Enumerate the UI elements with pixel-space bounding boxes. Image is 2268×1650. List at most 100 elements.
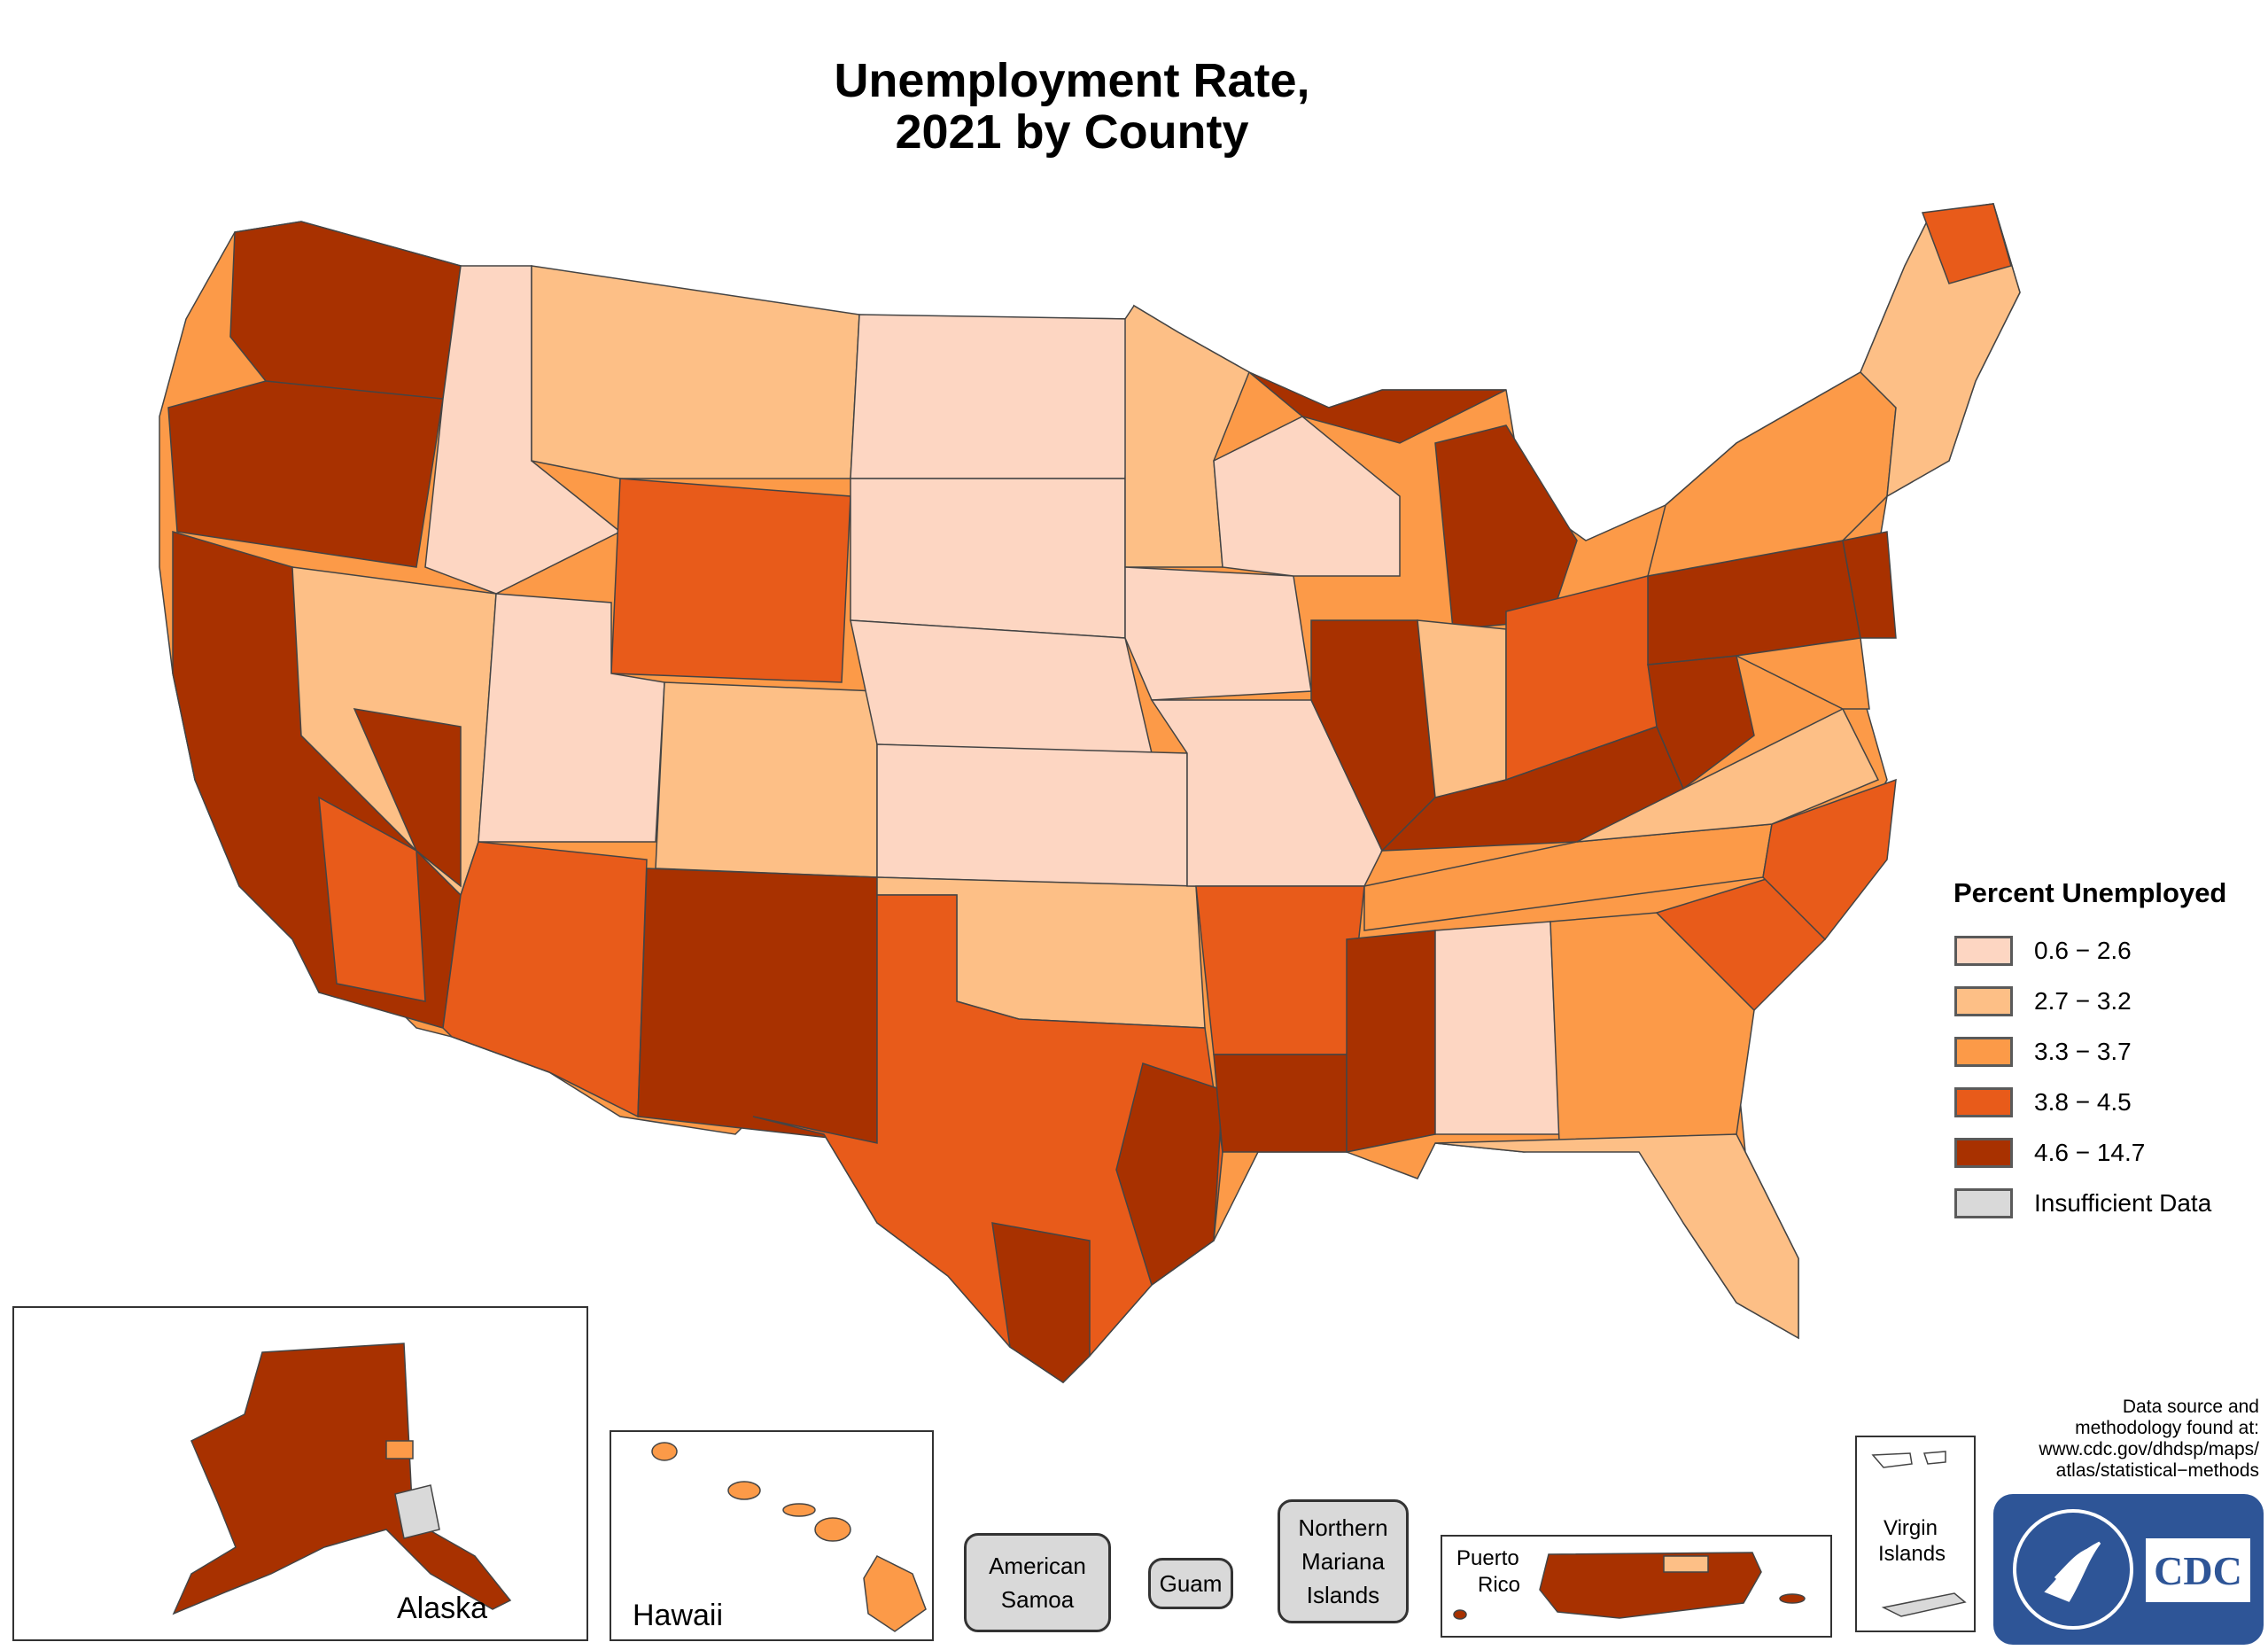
north-carolina-region <box>1762 778 1897 941</box>
st-croix-island <box>1881 1592 1967 1617</box>
northern-mariana-line-3: Islands <box>1306 1582 1380 1608</box>
kansas-region <box>876 743 1188 887</box>
hawaii-inset: Hawaii <box>610 1430 934 1641</box>
legend-label: 2.7 − 3.2 <box>2034 986 2132 1015</box>
legend-item: 4.6 − 14.7 <box>1953 1127 2255 1178</box>
legend-item: 0.6 − 2.6 <box>1953 925 2255 976</box>
montana-region <box>531 265 860 479</box>
new-jersey-region <box>1842 531 1897 639</box>
source-line-4[interactable]: atlas/statistical−methods <box>2055 1460 2259 1481</box>
hhs-seal <box>2013 1509 2133 1630</box>
maryland-region <box>1734 637 1870 710</box>
map-title-line-1: Unemployment Rate, <box>834 54 1310 107</box>
iowa-region <box>1124 566 1312 701</box>
st-thomas-island <box>1871 1452 1913 1468</box>
legend-rows: 0.6 − 2.6 2.7 − 3.2 3.3 − 3.7 3.8 − 4.5 4.6 … <box>1953 925 2255 1228</box>
mississippi-region <box>1346 930 1436 1153</box>
cdc-box <box>2146 1538 2250 1602</box>
cdc-logo: CDC <box>1993 1494 2264 1645</box>
texas-south-region <box>991 1222 1091 1383</box>
guam-label: Guam <box>1159 1570 1223 1597</box>
alaska-insufficient-region <box>394 1484 440 1539</box>
mona-island <box>1453 1609 1467 1620</box>
kauai-island <box>651 1442 678 1461</box>
legend-swatch <box>1954 985 2013 1016</box>
hhs-eagle-icon <box>2044 1541 2101 1602</box>
colorado-region <box>655 681 878 878</box>
legend-label: 3.8 − 4.5 <box>2034 1087 2132 1116</box>
virgin-islands-inset: Virgin Islands <box>1855 1436 1976 1632</box>
legend-swatch <box>1954 1036 2013 1067</box>
molokai-island <box>782 1503 816 1517</box>
data-source-note: Data source and methodology found at: ww… <box>2039 1397 2259 1482</box>
legend-title: Percent Unemployed <box>1953 877 2227 908</box>
new-mexico-region <box>637 868 878 1144</box>
new-england-region <box>1860 203 2021 498</box>
alabama-region <box>1434 921 1560 1135</box>
wyoming-region <box>610 478 851 683</box>
northern-mariana-line-1: Northern <box>1298 1514 1388 1541</box>
big-island <box>863 1555 927 1632</box>
oahu-island <box>727 1481 761 1500</box>
vieques-island <box>1779 1593 1806 1604</box>
source-line-1: Data source and <box>2122 1397 2259 1417</box>
guam-box: Guam <box>1148 1558 1233 1609</box>
arkansas-region <box>1195 885 1365 1055</box>
puerto-rico-shape <box>1539 1552 1762 1619</box>
american-samoa-line-1: American <box>989 1553 1086 1579</box>
puerto-rico-label-line-2: Rico <box>1478 1573 1521 1597</box>
puerto-rico-label-line-1: Puerto <box>1456 1546 1519 1570</box>
st-john-island <box>1922 1451 1946 1465</box>
legend-label: Insufficient Data <box>2034 1188 2212 1217</box>
south-dakota-region <box>850 478 1126 639</box>
upper-michigan-region <box>1248 371 1507 444</box>
nebraska-region <box>850 619 1153 754</box>
cdc-logo-graphic: CDC <box>2013 1509 2250 1630</box>
california-south-region <box>318 796 426 1002</box>
maui-island <box>814 1517 851 1542</box>
legend-item: 3.8 − 4.5 <box>1953 1077 2255 1127</box>
puerto-rico-light-region <box>1663 1555 1709 1573</box>
legend-swatch <box>1954 935 2013 966</box>
virginia-region <box>1576 707 1880 843</box>
northern-mariana-line-2: Mariana <box>1301 1548 1385 1575</box>
legend-label: 3.3 − 3.7 <box>2034 1037 2132 1065</box>
source-line-3[interactable]: www.cdc.gov/dhdsp/maps/ <box>2039 1439 2259 1459</box>
american-samoa-box: American Samoa <box>964 1533 1111 1632</box>
american-samoa-line-2: Samoa <box>1000 1586 1075 1613</box>
legend-item: 3.3 − 3.7 <box>1953 1026 2255 1077</box>
north-dakota-region <box>850 314 1135 479</box>
puerto-rico-map <box>1453 1552 1806 1620</box>
northern-mariana-box: Northern Mariana Islands <box>1278 1499 1409 1623</box>
louisiana-region <box>1213 1054 1348 1153</box>
alaska-map <box>172 1343 512 1615</box>
texas-east-region <box>1115 1062 1223 1287</box>
washington-region <box>229 221 462 400</box>
legend-label: 0.6 − 2.6 <box>2034 936 2132 964</box>
puerto-rico-inset: Puerto Rico <box>1441 1535 1832 1638</box>
legend-swatch <box>1954 1137 2013 1168</box>
legend-item: Insufficient Data <box>1953 1178 2255 1228</box>
alaska-inset: Alaska <box>12 1306 588 1641</box>
lower-michigan-region <box>1434 424 1578 630</box>
legend-item: 2.7 − 3.2 <box>1953 976 2255 1026</box>
hawaii-label: Hawaii <box>633 1599 724 1632</box>
legend-label: 4.6 − 14.7 <box>2034 1138 2146 1166</box>
hawaii-map <box>651 1442 927 1632</box>
legend-swatch <box>1954 1187 2013 1218</box>
florida-region <box>1434 1133 1799 1340</box>
virgin-islands-map <box>1871 1451 1967 1617</box>
alaska-shape <box>172 1343 512 1615</box>
map-title: Unemployment Rate, 2021 by County <box>0 55 2144 158</box>
maine-north-region <box>1921 203 2012 284</box>
source-line-2: methodology found at: <box>2075 1418 2259 1438</box>
alaska-label: Alaska <box>397 1592 488 1625</box>
cdc-logo-text: CDC <box>2154 1548 2242 1593</box>
virgin-islands-label-line-2: Islands <box>1878 1542 1946 1566</box>
georgia-region <box>1550 912 1755 1144</box>
nevada-south-region <box>353 708 462 888</box>
oregon-region <box>167 380 444 568</box>
arizona-region <box>442 841 648 1118</box>
alaska-light-region <box>385 1440 414 1459</box>
